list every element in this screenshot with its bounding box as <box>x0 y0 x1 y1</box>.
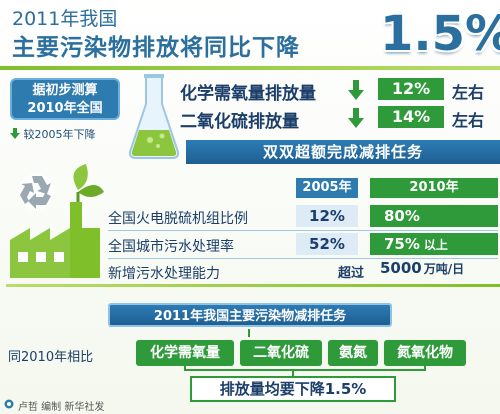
compare-2005-note: 较2005年下降 <box>10 126 96 142</box>
section-divider <box>6 284 500 287</box>
title-year-line: 2011年我国 <box>12 8 118 30</box>
tag-so2: 二氧化硫 <box>240 340 322 366</box>
compare-2005-text: 较2005年下降 <box>23 128 96 141</box>
pollutant-suffix-cod: 左右 <box>452 83 485 102</box>
pollutant-label-so2: 二氧化硫排放量 <box>180 112 299 132</box>
summary-box: 排放量均要下降1.5% <box>190 376 396 402</box>
arrow-down-icon <box>10 128 20 139</box>
main-title: 主要污染物排放将同比下降 <box>12 35 300 61</box>
pollutant-label-cod: 化学需氧量排放量 <box>180 84 316 104</box>
cell-2010-desulfurization: 80% <box>370 205 498 227</box>
cell-2010-sewage-rate: 75% 以上 <box>370 233 498 255</box>
banner-2011-tasks: 2011年我国主要污染物减排任务 <box>108 303 392 327</box>
estimate-box: 据初步测算 2010年全国 <box>10 78 120 120</box>
pollutant-percent-so2: 14% <box>378 106 444 128</box>
arrow-down-icon <box>348 108 364 128</box>
compare-2010-label: 同2010年相比 <box>8 350 94 365</box>
capacity-number: 5000 <box>380 259 422 277</box>
tag-ammonia-nitrogen: 氨氮 <box>328 340 378 366</box>
banner-exceed-targets: 双双超额完成减排任务 <box>186 140 500 164</box>
column-header-2010: 2010年 <box>370 178 498 198</box>
pollutant-percent-cod: 12% <box>378 78 444 100</box>
estimate-line-2: 2010年全国 <box>27 101 103 116</box>
bracket-stem <box>292 370 294 376</box>
tag-cod: 化学需氧量 <box>136 340 234 366</box>
cell-2005-sewage-rate: 52% <box>296 233 358 255</box>
cell-2005-desulfurization: 12% <box>296 205 358 227</box>
capacity-prefix: 超过 <box>338 266 365 281</box>
row-label-capacity: 新增污水处理能力 <box>108 266 220 282</box>
cell-2010-desulfurization-value: 80% <box>384 207 420 225</box>
column-header-2005: 2005年 <box>296 178 358 198</box>
bracket-tick <box>424 366 426 370</box>
pollutant-suffix-so2: 左右 <box>452 111 485 130</box>
row-label-sewage-rate: 全国城市污水处理率 <box>108 239 234 255</box>
row-divider <box>108 230 498 231</box>
credit-line: 卢哲 编制 新华社发 <box>18 402 105 413</box>
tag-nitrogen-oxides: 氮氧化物 <box>384 340 466 366</box>
capacity-unit: 万吨/日 <box>423 262 465 276</box>
xinhua-logo-icon <box>4 399 14 409</box>
bracket-bar <box>184 369 426 371</box>
capacity-value: 5000 万吨/日 <box>380 259 464 277</box>
cell-2010-sewage-rate-value: 75% <box>384 235 420 253</box>
row-label-desulfurization: 全国火电脱硫机组比例 <box>108 211 248 227</box>
bracket-tick <box>184 366 186 370</box>
estimate-line-1: 据初步测算 <box>32 83 98 98</box>
cell-2010-sewage-rate-extra: 以上 <box>423 238 448 252</box>
headline-percent: 1.5% <box>380 6 500 62</box>
header-divider <box>0 66 500 70</box>
arrow-down-icon <box>348 80 364 100</box>
connector-line <box>248 329 250 337</box>
flask-icon <box>128 74 180 159</box>
row-divider <box>108 258 498 259</box>
factory-recycle-icon <box>10 164 104 278</box>
